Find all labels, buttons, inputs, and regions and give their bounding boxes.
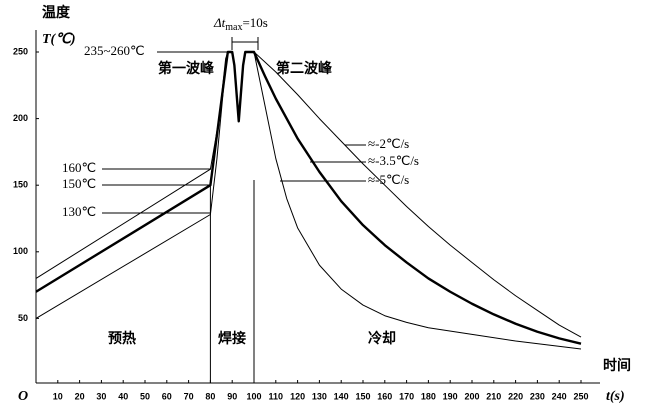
x-tick-label: 90 — [227, 391, 237, 401]
y-label-unit: T(℃) — [42, 32, 76, 47]
series-line — [35, 51, 582, 350]
series-line — [35, 50, 582, 345]
delta-t-sub: max — [225, 22, 242, 33]
delta-t-text: =10s — [242, 15, 267, 30]
x-tick-label: 240 — [552, 391, 567, 401]
series-label: ≈-5℃/s — [368, 172, 409, 187]
x-tick-label: 190 — [443, 391, 458, 401]
x-tick-label: 130 — [312, 391, 327, 401]
series-label: ≈-2℃/s — [368, 136, 409, 151]
x-tick-label: 220 — [508, 391, 523, 401]
region-label: 冷却 — [368, 330, 396, 347]
series-label: ≈-3.5℃/s — [368, 153, 419, 168]
annotation: 160℃ — [62, 160, 96, 175]
x-tick-label: 60 — [162, 391, 172, 401]
y-label: 温度 — [42, 4, 71, 21]
x-tick-label: 210 — [486, 391, 501, 401]
region-label: 焊接 — [218, 330, 246, 347]
x-tick-label: 230 — [530, 391, 545, 401]
x-tick-label: 150 — [355, 391, 370, 401]
annotation: 130℃ — [62, 204, 96, 219]
region-label: 预热 — [108, 330, 136, 347]
delta-t-symbol: Δt — [213, 15, 226, 30]
series-line — [35, 51, 582, 338]
y-tick-label: 50 — [18, 313, 28, 323]
x-tick-label: 170 — [399, 391, 414, 401]
x-tick-label: 20 — [75, 391, 85, 401]
annotation: 235~260℃ — [84, 43, 145, 58]
y-tick-label: 250 — [13, 46, 28, 56]
x-tick-label: 100 — [246, 391, 261, 401]
x-tick-label: 140 — [334, 391, 349, 401]
x-tick-label: 10 — [53, 391, 63, 401]
x-label-unit: t(s) — [606, 389, 625, 404]
y-tick-label: 150 — [13, 180, 28, 190]
origin-label: O — [18, 389, 28, 404]
x-label: 时间 — [603, 357, 631, 374]
x-tick-label: 160 — [377, 391, 392, 401]
x-tick-label: 80 — [205, 391, 215, 401]
x-tick-label: 30 — [96, 391, 106, 401]
delta-t: Δtmax=10s — [213, 15, 268, 33]
x-tick-label: 50 — [140, 391, 150, 401]
x-tick-label: 250 — [573, 391, 588, 401]
x-tick-label: 200 — [464, 391, 479, 401]
annotation: 第二波峰 — [276, 60, 333, 77]
x-tick-label: 180 — [421, 391, 436, 401]
x-tick-label: 120 — [290, 391, 305, 401]
y-tick-label: 200 — [13, 113, 28, 123]
y-tick-label: 100 — [13, 246, 28, 256]
x-tick-label: 70 — [184, 391, 194, 401]
annotation: 第一波峰 — [158, 60, 215, 77]
x-tick-label: 110 — [269, 391, 284, 401]
x-tick-label: 40 — [118, 391, 128, 401]
annotation: 150℃ — [62, 176, 96, 191]
